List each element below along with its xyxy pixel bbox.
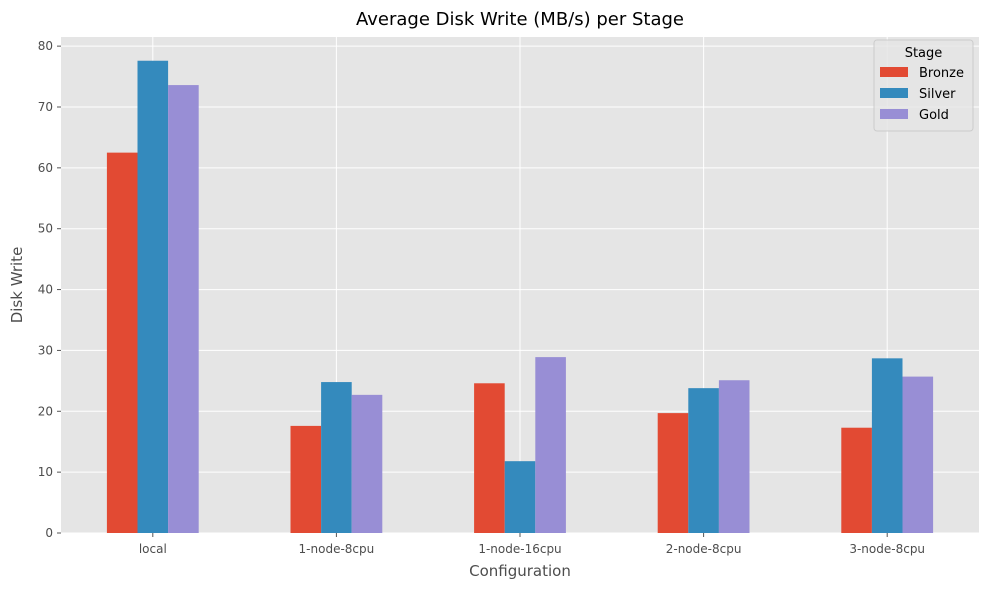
x-tick-label: 3-node-8cpu: [849, 542, 925, 556]
bar-gold-2-node-8cpu: [718, 380, 750, 533]
x-axis-label: Configuration: [469, 562, 571, 580]
y-tick-label: 60: [38, 161, 53, 175]
bar-bronze-1-node-8cpu: [290, 425, 322, 533]
bar-silver-1-node-8cpu: [321, 382, 352, 533]
bar-silver-1-node-16cpu: [504, 461, 536, 533]
legend-swatch-bronze: [880, 67, 908, 77]
y-tick-label: 40: [38, 283, 53, 297]
legend-label-bronze: Bronze: [919, 66, 964, 81]
y-tick-label: 10: [38, 465, 53, 479]
y-tick-label: 50: [38, 222, 53, 236]
legend-label-silver: Silver: [919, 87, 956, 102]
y-tick-label: 80: [38, 39, 53, 53]
legend-title: Stage: [905, 46, 943, 61]
legend-swatch-gold: [880, 109, 908, 119]
bar-silver-3-node-8cpu: [871, 358, 903, 533]
y-tick-label: 20: [38, 404, 53, 418]
bar-silver-local: [137, 60, 169, 533]
x-tick-label: 1-node-8cpu: [299, 542, 375, 556]
legend-label-gold: Gold: [919, 108, 949, 123]
y-tick-label: 70: [38, 100, 53, 114]
y-axis-label: Disk Write: [8, 247, 26, 324]
bars: [106, 60, 934, 534]
bar-gold-local: [168, 85, 199, 534]
y-tick-label: 30: [38, 343, 53, 357]
x-tick-label: local: [139, 542, 167, 556]
bar-gold-1-node-8cpu: [351, 394, 383, 533]
chart-title: Average Disk Write (MB/s) per Stage: [356, 9, 684, 30]
bar-gold-1-node-16cpu: [535, 357, 566, 533]
bar-bronze-3-node-8cpu: [841, 427, 872, 533]
legend-items: Bronze Silver Gold: [880, 66, 964, 123]
bar-gold-3-node-8cpu: [902, 376, 934, 533]
legend-swatch-silver: [880, 88, 908, 98]
bar-bronze-2-node-8cpu: [657, 413, 689, 533]
bar-silver-2-node-8cpu: [688, 388, 719, 533]
legend-box: [873, 39, 974, 132]
x-tick-label: 2-node-8cpu: [666, 542, 742, 556]
legend: Stage Bronze Silver Gold: [873, 39, 974, 132]
axes: 0 10 20 30 40 50 60 70 80 local 1-node-8cpu 1-node-…: [38, 39, 925, 556]
bar-bronze-local: [106, 152, 138, 533]
bar-bronze-1-node-16cpu: [474, 383, 505, 533]
x-tick-label: 1-node-16cpu: [478, 542, 561, 556]
y-tick-label: 0: [45, 526, 53, 540]
